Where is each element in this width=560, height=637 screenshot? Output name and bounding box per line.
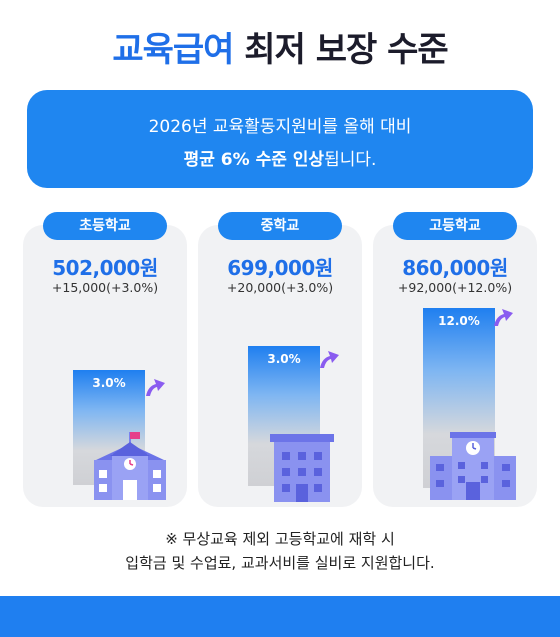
footnote-line-1: ※ 무상교육 제외 고등학교에 재학 시 (165, 530, 395, 548)
change-elementary: +15,000(+3.0%) (51, 280, 159, 295)
bar-pct-high: 12.0% (438, 314, 480, 328)
up-arrow-icon (494, 309, 513, 326)
footnote-line-2: 입학금 및 수업료, 교과서비를 실비로 지원합니다. (125, 554, 435, 572)
amount-middle: 699,000원 (227, 256, 333, 280)
high-school-icon (430, 432, 516, 500)
banner-line-2: 평균 6% 수준 인상됩니다. (27, 145, 533, 170)
banner-line-1: 2026년 교육활동지원비를 올해 대비 (148, 117, 412, 137)
elementary-school-icon (94, 432, 166, 500)
summary-banner: 2026년 교육활동지원비를 올해 대비 평균 6% 수준 인상됩니다. (27, 90, 533, 188)
label-elementary: 초등학교 (43, 212, 167, 240)
banner-highlight: 평균 6% 수준 인상 (183, 150, 325, 170)
up-arrow-icon (320, 351, 339, 368)
bar-pct-elementary: 3.0% (92, 376, 126, 390)
amount-elementary: 502,000원 (52, 256, 158, 280)
title-rest: 최저 보장 수준 (244, 30, 448, 70)
label-high: 고등학교 (393, 212, 517, 240)
label-middle: 중학교 (218, 212, 342, 240)
change-high: +92,000(+12.0%) (397, 280, 513, 295)
up-arrow-icon (146, 379, 165, 396)
change-middle: +20,000(+3.0%) (226, 280, 334, 295)
bar-pct-middle: 3.0% (267, 352, 301, 366)
page-title: 교육급여 최저 보장 수준 (0, 22, 560, 71)
title-highlight: 교육급여 (112, 30, 234, 70)
middle-school-icon (270, 434, 334, 502)
banner-suffix: 됩니다. (324, 150, 377, 170)
footnote: ※ 무상교육 제외 고등학교에 재학 시 입학금 및 수업료, 교과서비를 실비… (0, 527, 560, 575)
footer-band (0, 596, 560, 637)
amount-high: 860,000원 (402, 256, 508, 280)
